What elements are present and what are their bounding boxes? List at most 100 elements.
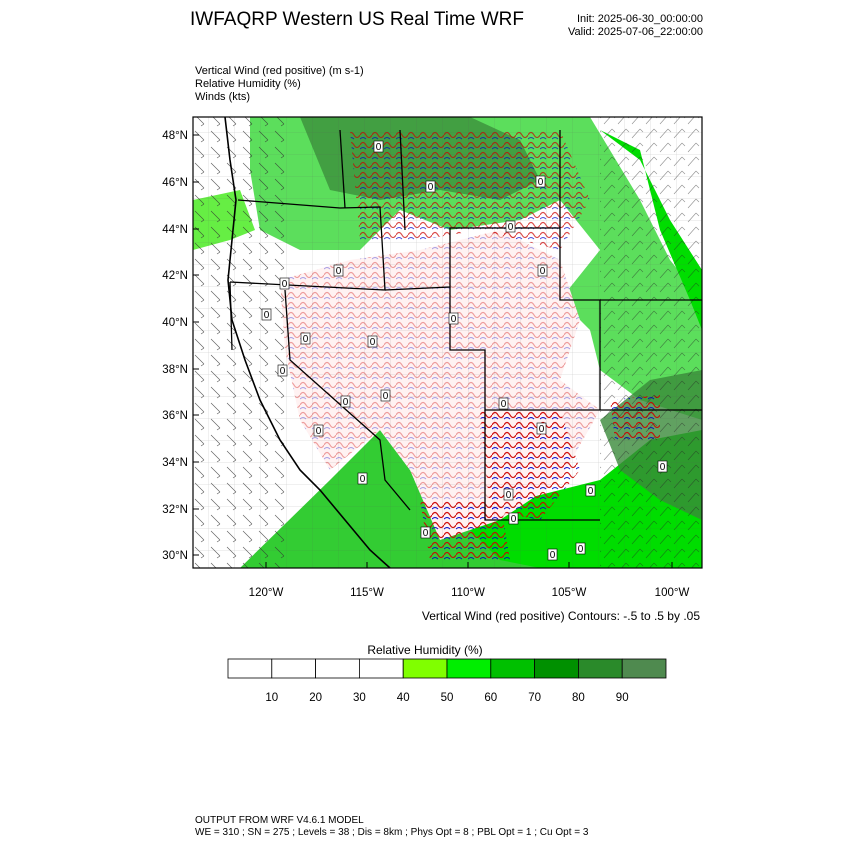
lat-label: 40°N: [162, 317, 188, 329]
contour-label: 0: [340, 395, 351, 408]
svg-text:0: 0: [316, 426, 322, 437]
colorbar-box: [578, 658, 623, 679]
field-relative-humidity: Relative Humidity (%): [195, 78, 301, 90]
contour-label: 0: [425, 180, 436, 193]
plot-title: IWFAQRP Western US Real Time WRF: [190, 9, 524, 30]
longitude-axis: 120°W 115°W 110°W 105°W 100°W: [249, 562, 690, 599]
svg-text:0: 0: [451, 314, 457, 325]
contour-label: 0: [505, 220, 516, 233]
map-frame: [192, 116, 703, 569]
colorbar-box: [621, 658, 667, 679]
svg-text:0: 0: [360, 474, 366, 485]
svg-text:0: 0: [660, 462, 666, 473]
svg-text:0: 0: [376, 142, 382, 153]
lon-label: 120°W: [249, 587, 284, 599]
boundaries: [224, 117, 702, 568]
model-footer: OUTPUT FROM WRF V4.6.1 MODEL WE = 310 ; …: [195, 815, 588, 839]
contour-labels: 0 0 0 0 0 0 0 0 0 0 0 0 0 0 0 0 0 0 0 0 0 0 0 0 0: [261, 140, 668, 561]
init-valid-times: Init: 2025-06-30_00:00:00 Valid: 2025-07…: [568, 13, 703, 39]
colorbar-tick-label: 70: [528, 692, 541, 704]
svg-text:0: 0: [539, 424, 545, 435]
latitude-axis: 48°N 46°N 44°N 42°N 40°N 38°N 36°N 34°N 32°N 30°N: [162, 130, 199, 562]
colorbar-title: Relative Humidity (%): [367, 643, 483, 657]
lon-label: 100°W: [655, 587, 690, 599]
contour-label: 0: [277, 364, 288, 377]
svg-text:0: 0: [280, 366, 286, 377]
colorbar-box: [271, 658, 316, 679]
contour-label: 0: [503, 488, 514, 501]
colorbar-tick-label: 90: [616, 692, 629, 704]
contour-label: 0: [261, 308, 272, 321]
svg-text:0: 0: [538, 177, 544, 188]
contour-note: Vertical Wind (red positive) Contours: -…: [421, 609, 700, 623]
svg-text:0: 0: [343, 397, 349, 408]
contour-label: 0: [657, 460, 668, 473]
svg-text:0: 0: [282, 279, 288, 290]
valid-time: Valid: 2025-07-06_22:00:00: [568, 26, 703, 38]
colorbar-box: [358, 658, 404, 679]
contour-label: 0: [333, 264, 344, 277]
svg-text:0: 0: [370, 337, 376, 348]
colorbar-box: [490, 658, 535, 679]
contour-label: 0: [536, 422, 547, 435]
county-lines: [193, 117, 702, 568]
svg-text:0: 0: [588, 486, 594, 497]
init-time: Init: 2025-06-30_00:00:00: [577, 13, 703, 25]
lat-label: 44°N: [162, 224, 188, 236]
contour-label: 0: [537, 264, 548, 277]
colorbar-box: [315, 658, 360, 679]
colorbar-box: [446, 658, 492, 679]
svg-text:0: 0: [511, 514, 517, 525]
lat-label: 38°N: [162, 364, 188, 376]
contour-label: 0: [498, 397, 509, 410]
colorbar-tick-label: 60: [484, 692, 497, 704]
colorbar-tick-label: 50: [441, 692, 454, 704]
contour-label: 0: [279, 277, 290, 290]
svg-text:0: 0: [383, 391, 389, 402]
colorbar-tick-label: 40: [397, 692, 410, 704]
svg-text:0: 0: [540, 266, 546, 277]
contour-label: 0: [420, 526, 431, 539]
lat-label: 36°N: [162, 410, 188, 422]
colorbar-box: [402, 658, 448, 679]
lon-label: 110°W: [451, 587, 485, 599]
colorbar-tick-label: 30: [353, 692, 366, 704]
lat-label: 30°N: [162, 550, 188, 562]
field-list: Vertical Wind (red positive) (m s-1) Rel…: [195, 65, 364, 104]
contour-label: 0: [367, 335, 378, 348]
lat-label: 34°N: [162, 457, 188, 469]
lon-label: 105°W: [552, 587, 587, 599]
svg-text:0: 0: [428, 182, 434, 193]
svg-text:0: 0: [303, 334, 309, 345]
map-area: [193, 117, 702, 568]
footer-model: OUTPUT FROM WRF V4.6.1 MODEL: [195, 815, 364, 826]
svg-text:0: 0: [508, 222, 514, 233]
footer-config: WE = 310 ; SN = 275 ; Levels = 38 ; Dis …: [195, 827, 589, 838]
contour-label: 0: [585, 484, 596, 497]
svg-text:0: 0: [336, 266, 342, 277]
field-vertical-wind: Vertical Wind (red positive) (m s-1): [195, 65, 364, 77]
svg-text:0: 0: [501, 399, 507, 410]
contour-label: 0: [373, 140, 384, 153]
field-winds: Winds (kts): [195, 91, 250, 103]
contour-label: 0: [448, 312, 459, 325]
contour-label: 0: [508, 512, 519, 525]
svg-text:0: 0: [506, 490, 512, 501]
colorbar-tick-label: 20: [309, 692, 322, 704]
lat-label: 48°N: [162, 130, 188, 142]
lat-label: 32°N: [162, 504, 188, 516]
contour-label: 0: [575, 542, 586, 555]
contour-label: 0: [357, 472, 368, 485]
contour-label: 0: [300, 332, 311, 345]
colorbar-tick-label: 80: [572, 692, 585, 704]
contour-label: 0: [380, 389, 391, 402]
contour-label: 0: [535, 175, 546, 188]
svg-text:0: 0: [423, 528, 429, 539]
contour-label: 0: [547, 548, 558, 561]
colorbar: 10 20 30 40 50 60 70 80 90: [227, 658, 667, 704]
svg-text:0: 0: [264, 310, 270, 321]
colorbar-tick-label: 10: [265, 692, 278, 704]
lon-label: 115°W: [350, 587, 384, 599]
lat-label: 42°N: [162, 270, 188, 282]
